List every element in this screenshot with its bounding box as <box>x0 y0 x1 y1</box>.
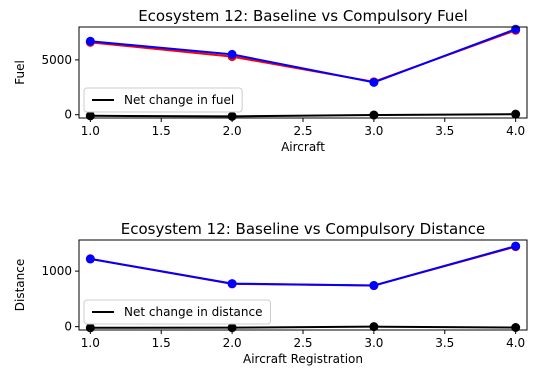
legend-label: Net change in distance <box>124 305 262 319</box>
series-line-baseline <box>90 29 516 83</box>
x-tick-label: 4.0 <box>506 124 525 138</box>
x-tick-label: 3.0 <box>364 336 383 350</box>
x-tick-label: 1.5 <box>152 336 171 350</box>
legend: Net change in distance <box>83 299 271 325</box>
series-line-net <box>90 113 516 118</box>
x-tick-label: 1.0 <box>81 336 100 350</box>
y-tick-label: 5000 <box>41 53 72 67</box>
chart-title: Ecosystem 12: Baseline vs Compulsory Fue… <box>138 7 468 25</box>
data-point-compulsory-1 <box>85 36 95 46</box>
chart-2: Ecosystem 12: Baseline vs Compulsory Dis… <box>13 220 528 366</box>
legend-box <box>83 299 271 325</box>
data-point-compulsory-3 <box>369 281 379 291</box>
data-point-net-3 <box>369 110 379 120</box>
x-tick-label: 1.0 <box>81 124 100 138</box>
series-compulsory <box>85 241 521 291</box>
chart-1: Ecosystem 12: Baseline vs Compulsory Fue… <box>13 7 528 154</box>
series-line-compulsory <box>90 245 516 287</box>
x-axis-label: Aircraft Registration <box>243 352 363 366</box>
data-point-compulsory-2 <box>227 49 237 59</box>
series-baseline <box>85 25 521 87</box>
x-tick-label: 4.0 <box>506 336 525 350</box>
y-tick-label: 0 <box>64 320 72 334</box>
chart-title: Ecosystem 12: Baseline vs Compulsory Dis… <box>121 220 485 238</box>
series-line-baseline <box>90 245 516 287</box>
x-tick-label: 2.5 <box>293 124 312 138</box>
x-tick-label: 2.0 <box>223 124 242 138</box>
series-compulsory <box>85 24 521 87</box>
x-tick-label: 3.5 <box>435 336 454 350</box>
y-axis-label: Distance <box>13 259 27 311</box>
x-tick-label: 3.5 <box>435 124 454 138</box>
data-point-net-3 <box>369 322 379 332</box>
data-point-compulsory-2 <box>227 279 237 289</box>
data-point-compulsory-4 <box>511 241 521 251</box>
legend-label: Net change in fuel <box>124 93 234 107</box>
data-point-net-4 <box>511 109 521 119</box>
x-tick-label: 1.5 <box>152 124 171 138</box>
series-net <box>85 109 521 121</box>
data-point-compulsory-4 <box>511 24 521 34</box>
data-point-compulsory-3 <box>369 77 379 87</box>
y-axis-label: Fuel <box>13 60 27 85</box>
legend-box <box>83 87 243 113</box>
x-tick-label: 3.0 <box>364 124 383 138</box>
data-point-net-2 <box>227 111 237 121</box>
series-line-compulsory <box>90 28 517 84</box>
x-tick-label: 2.5 <box>293 336 312 350</box>
x-tick-label: 2.0 <box>223 336 242 350</box>
y-tick-label: 0 <box>64 108 72 122</box>
series-baseline <box>85 242 521 291</box>
legend: Net change in fuel <box>83 87 243 113</box>
series-line-net <box>90 325 516 329</box>
x-axis-label: Aircraft <box>281 140 325 154</box>
y-tick-label: 1000 <box>41 264 72 278</box>
data-point-compulsory-1 <box>85 254 95 264</box>
